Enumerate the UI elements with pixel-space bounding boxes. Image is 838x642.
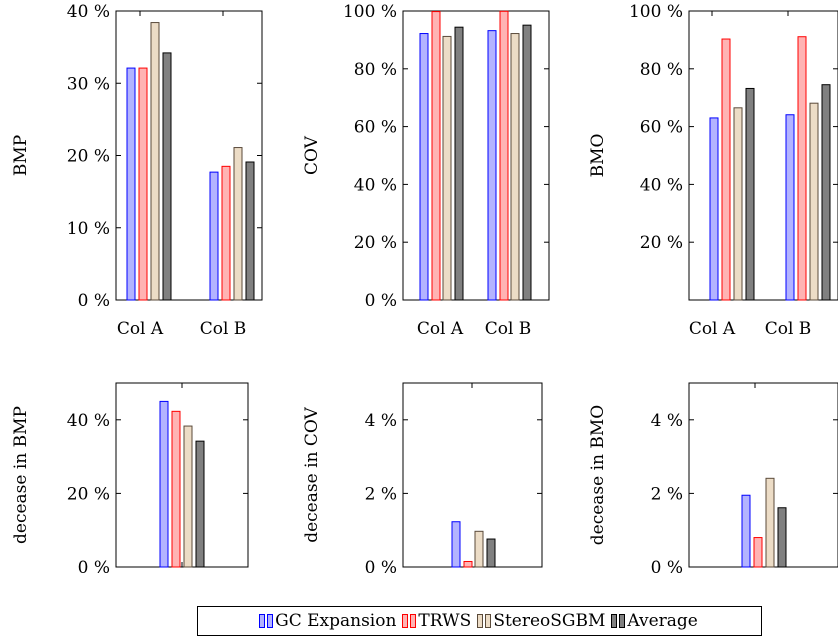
y-tick-label-3-2: 60 % <box>640 118 683 138</box>
y-tick-label-3-3: 80 % <box>640 60 683 80</box>
y-tick-label-1-4: 40 % <box>67 2 110 22</box>
y-axis-label-6: decease in BMO <box>588 405 608 545</box>
y-tick-label-5-2: 4 % <box>365 411 397 431</box>
bar-5-trws-1 <box>463 560 473 568</box>
y-tick-label-6-2: 4 % <box>651 411 683 431</box>
y-axis-label-1: BMP <box>11 135 31 176</box>
axis-frame-6 <box>688 382 838 568</box>
legend-swatch-stereosgbm <box>477 614 484 628</box>
legend: GC Expansion TRWS StereoSGBM Average <box>197 606 762 636</box>
bar-6-gc-expansion-1 <box>741 494 751 568</box>
bar-3-stereosgbm-2 <box>809 102 819 301</box>
y-tick-label-6-0: 0 % <box>651 558 683 578</box>
axis-frame-5 <box>402 382 543 568</box>
y-tick-label-3-4: 100 % <box>629 2 683 22</box>
y-axis-label-2: COV <box>302 135 322 175</box>
legend-item-average: Average <box>611 611 698 631</box>
x-tick-label-3-1: Col B <box>765 319 812 339</box>
bar-1-gc-expansion-1 <box>126 67 136 301</box>
y-axis-label-4: decease in BMP <box>11 406 31 544</box>
y-tick-label-1-1: 10 % <box>67 219 110 239</box>
y-tick-label-5-0: 0 % <box>365 558 397 578</box>
axis-frame-3 <box>688 10 838 301</box>
bar-2-gc-expansion-1 <box>419 33 429 301</box>
x-tick-label-2-0: Col A <box>417 319 464 339</box>
y-tick-label-2-1: 20 % <box>354 233 397 253</box>
bar-4-trws-1 <box>171 410 181 568</box>
bar-2-stereosgbm-1 <box>442 35 452 301</box>
bar-2-stereosgbm-2 <box>510 33 520 301</box>
bar-3-average-1 <box>745 87 755 301</box>
bar-2-trws-1 <box>431 11 441 301</box>
legend-swatch-stereosgbm-2 <box>485 614 492 628</box>
bar-2-trws-2 <box>499 10 509 301</box>
legend-swatch-average-2 <box>619 614 626 628</box>
bar-1-trws-1 <box>138 67 148 301</box>
bar-3-gc-expansion-1 <box>709 117 719 301</box>
y-tick-label-6-1: 2 % <box>651 484 683 504</box>
y-tick-label-4-0: 0 % <box>78 558 110 578</box>
legend-label-trws: TRWS <box>418 611 472 631</box>
bar-1-average-1 <box>162 52 172 301</box>
axis-frame-2 <box>402 10 550 301</box>
y-tick-label-4-1: 20 % <box>67 484 110 504</box>
bar-1-stereosgbm-1 <box>150 22 160 301</box>
legend-swatch-trws <box>402 614 409 628</box>
legend-swatch-trws-2 <box>410 614 417 628</box>
bar-3-gc-expansion-2 <box>785 114 795 301</box>
bar-3-trws-2 <box>797 36 807 301</box>
legend-item-gc-expansion: GC Expansion <box>259 611 396 631</box>
y-tick-label-2-2: 40 % <box>354 175 397 195</box>
bar-1-stereosgbm-2 <box>233 147 243 301</box>
bar-1-average-2 <box>245 161 255 301</box>
bar-2-average-2 <box>522 24 532 301</box>
y-axis-label-5: decease in COV <box>302 406 322 542</box>
y-tick-label-5-1: 2 % <box>365 484 397 504</box>
bar-5-stereosgbm-1 <box>474 530 484 568</box>
y-tick-label-1-0: 0 % <box>78 291 110 311</box>
legend-item-trws: TRWS <box>402 611 471 631</box>
y-axis-label-3: BMO <box>588 134 608 178</box>
bar-4-average-1 <box>195 440 205 568</box>
bar-5-average-1 <box>486 538 496 568</box>
x-tick-label-1-1: Col B <box>200 319 247 339</box>
y-tick-label-2-0: 0 % <box>365 291 397 311</box>
bar-2-average-1 <box>454 26 464 301</box>
y-tick-label-3-0: 20 % <box>640 233 683 253</box>
legend-label-gc-expansion: GC Expansion <box>275 611 397 631</box>
legend-swatch-gc-expansion <box>259 614 266 628</box>
bar-2-gc-expansion-2 <box>487 30 497 301</box>
axis-frame-4 <box>115 382 249 568</box>
bar-3-trws-1 <box>721 38 731 301</box>
bar-3-stereosgbm-1 <box>733 107 743 301</box>
bar-6-trws-1 <box>753 537 763 568</box>
y-tick-label-2-3: 60 % <box>354 118 397 138</box>
x-tick-label-1-0: Col A <box>117 319 164 339</box>
legend-swatch-gc-expansion-2 <box>267 614 274 628</box>
bar-1-gc-expansion-2 <box>209 171 219 301</box>
legend-label-average: Average <box>627 611 698 631</box>
y-tick-label-2-4: 80 % <box>354 60 397 80</box>
bar-6-stereosgbm-1 <box>765 477 775 568</box>
y-tick-label-4-2: 40 % <box>67 411 110 431</box>
bar-4-stereosgbm-1 <box>183 425 193 568</box>
y-tick-label-2-5: 100 % <box>343 2 397 22</box>
bar-1-trws-2 <box>221 165 231 301</box>
legend-item-stereosgbm: StereoSGBM <box>477 611 605 631</box>
x-tick-label-2-1: Col B <box>485 319 532 339</box>
bar-3-average-2 <box>821 84 831 301</box>
y-tick-label-3-1: 40 % <box>640 175 683 195</box>
legend-label-stereosgbm: StereoSGBM <box>493 611 606 631</box>
legend-swatch-average <box>611 614 618 628</box>
x-tick-label-3-0: Col A <box>689 319 736 339</box>
bar-6-average-1 <box>777 507 787 568</box>
bar-5-gc-expansion-1 <box>451 521 461 568</box>
y-tick-label-1-2: 20 % <box>67 147 110 167</box>
y-tick-label-1-3: 30 % <box>67 74 110 94</box>
bar-4-gc-expansion-1 <box>159 400 169 568</box>
